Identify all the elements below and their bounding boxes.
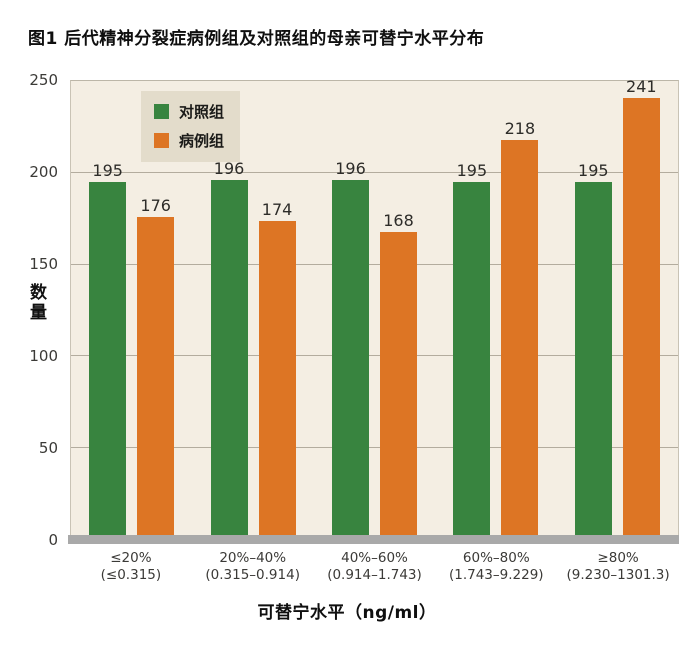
y-tick-label: 50: [38, 439, 58, 457]
x-tick-line2: (0.315–0.914): [205, 567, 300, 583]
bar-病例组: 168: [379, 211, 417, 540]
gridline: [71, 447, 678, 449]
gridline: [71, 355, 678, 357]
bar-value-label: 196: [335, 159, 366, 179]
x-tick-line1: ≥80%: [597, 550, 639, 566]
x-axis-ticks: ≤20% (≤0.315) 20%–40% (0.315–0.914) 40%–60%(…: [70, 550, 679, 584]
x-tick-line1: ≤20%: [110, 550, 152, 566]
legend-label: 对照组: [179, 103, 225, 121]
x-tick-label: 60%–80% (1.743–9.229): [435, 550, 557, 584]
plot-area: 195 176 196 174 196 168 195 218 195 241 对照组病例组: [68, 77, 679, 544]
x-tick-label: ≤20% (≤0.315): [70, 550, 192, 584]
bar-对照组: 195: [574, 161, 612, 540]
x-axis-baseline: [68, 535, 679, 544]
y-axis-ticks: 0 50 100 150 200 250: [0, 71, 64, 549]
bar-对照组: 195: [453, 161, 491, 540]
bar-病例组: 241: [622, 77, 660, 540]
bar-value-label: 196: [213, 159, 245, 179]
legend-swatch-icon: [154, 104, 169, 119]
y-tick-label: 250: [29, 71, 58, 89]
y-tick-label: 200: [29, 163, 58, 181]
bar-group: 195 176: [71, 81, 192, 540]
legend-item: 病例组: [154, 130, 224, 151]
x-tick-label: ≥80% (9.230–1301.3): [557, 550, 679, 584]
bar-group: 195 218: [435, 81, 556, 540]
bar-对照组: 195: [89, 161, 127, 540]
x-tick-line2: (≤0.315): [100, 567, 162, 583]
bar-value-label: 195: [578, 160, 609, 180]
y-tick-label: 100: [29, 347, 58, 365]
legend-label: 病例组: [179, 132, 225, 150]
bar-value-label: 176: [140, 195, 171, 215]
y-axis-title: 数量: [26, 283, 46, 323]
bar-对照组: 196: [210, 159, 248, 540]
bar-value-label: 195: [92, 160, 123, 180]
bar-对照组: 196: [331, 159, 369, 540]
bar-group: 196 168: [314, 81, 435, 540]
x-tick-line1: 40%–60%: [341, 550, 408, 566]
x-tick-line2: (9.230–1301.3): [566, 567, 670, 583]
bar-病例组: 176: [137, 196, 175, 540]
bar-value-label: 174: [261, 199, 293, 219]
y-tick-label: 0: [48, 531, 58, 549]
gridline: [71, 171, 678, 173]
bar-病例组: 218: [501, 119, 539, 540]
bar-group: 195 241: [557, 77, 678, 540]
x-tick-label: 40%–60% (0.914–1.743): [314, 550, 436, 584]
x-tick-line2: (0.914–1.743): [327, 567, 422, 583]
x-tick-line1: 20%–40%: [219, 550, 287, 566]
figure-title: 图1 后代精神分裂症病例组及对照组的母亲可替宁水平分布: [28, 29, 485, 49]
legend-swatch-icon: [154, 133, 169, 148]
bar-value-label: 218: [504, 118, 536, 138]
bar-value-label: 195: [456, 160, 488, 180]
x-tick-line2: (1.743–9.229): [448, 567, 544, 583]
x-tick-line1: 60%–80%: [462, 550, 530, 566]
gridline: [71, 263, 678, 265]
bar-value-label: 241: [626, 76, 657, 96]
legend-item: 对照组: [154, 101, 224, 122]
bar-病例组: 174: [258, 200, 296, 540]
x-axis-title: 可替宁水平（ng/ml）: [257, 603, 437, 623]
legend: 对照组 病例组: [141, 91, 241, 162]
bar-group: 196 174: [192, 81, 313, 540]
y-tick-label: 150: [29, 255, 58, 273]
bar-value-label: 168: [383, 210, 414, 230]
x-tick-label: 20%–40% (0.315–0.914): [192, 550, 314, 584]
